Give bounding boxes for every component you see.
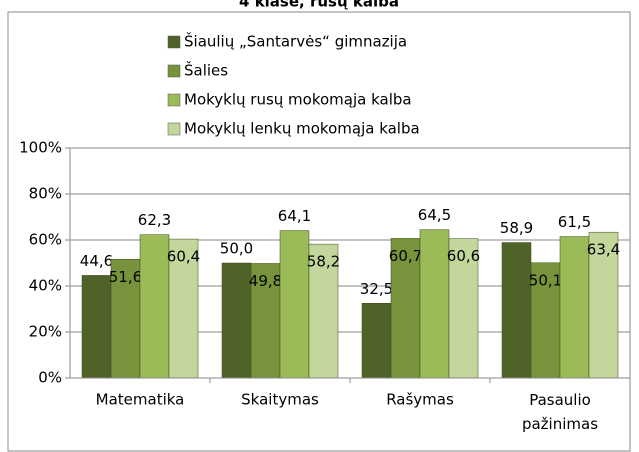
value-label: 50,1 [529,271,562,289]
x-tick-label: Matematika [96,391,185,409]
y-tick-label: 100% [19,139,62,157]
value-label: 50,0 [220,240,253,258]
legend-label: Mokyklų lenkų mokomąja kalba [184,120,420,138]
y-tick-label: 20% [29,323,62,341]
y-tick-label: 40% [29,277,62,295]
value-label: 61,5 [558,213,591,231]
value-label: 51,6 [109,268,142,286]
bar [588,231,619,379]
legend-swatch [167,93,181,107]
y-tick-label: 0% [38,369,62,387]
value-label: 64,1 [278,207,311,225]
y-tick-label: 60% [29,231,62,249]
chart-title: 4 klasė, rusų kalba [239,0,399,11]
bar [448,238,479,379]
legend-swatch [167,64,181,78]
bar [139,234,170,379]
value-label: 60,7 [389,247,422,265]
bar [559,236,590,379]
x-tick-label: Skaitymas [241,391,319,409]
x-tick-label: Pasaulio pažinimas [522,391,598,433]
value-label: 58,9 [500,219,533,237]
value-label: 64,5 [418,206,451,224]
bar [530,262,561,379]
legend-label: Šiaulių „Santarvės“ gimnazija [184,32,407,51]
value-label: 49,8 [249,272,282,290]
legend-swatch [167,35,181,49]
bar [361,303,392,379]
value-label: 60,6 [447,247,480,265]
chart-border [7,11,631,452]
legend-swatch [167,122,181,136]
bar [81,275,112,379]
value-label: 60,4 [167,248,200,266]
y-tick-label: 80% [29,185,62,203]
bar [168,238,199,379]
legend-label: Mokyklų rusų mokomąja kalba [184,91,412,109]
value-label: 63,4 [587,241,620,259]
bar [110,259,141,379]
bar [279,230,310,379]
bar [390,238,421,379]
legend-label: Šalies [184,61,228,80]
value-label: 44,6 [80,252,113,270]
bar [501,242,532,379]
value-label: 32,5 [360,280,393,298]
bar [308,243,339,379]
value-label: 58,2 [307,253,340,271]
x-tick-label: Rašymas [386,391,454,409]
bar [221,262,252,379]
bar [419,229,450,379]
value-label: 62,3 [138,211,171,229]
